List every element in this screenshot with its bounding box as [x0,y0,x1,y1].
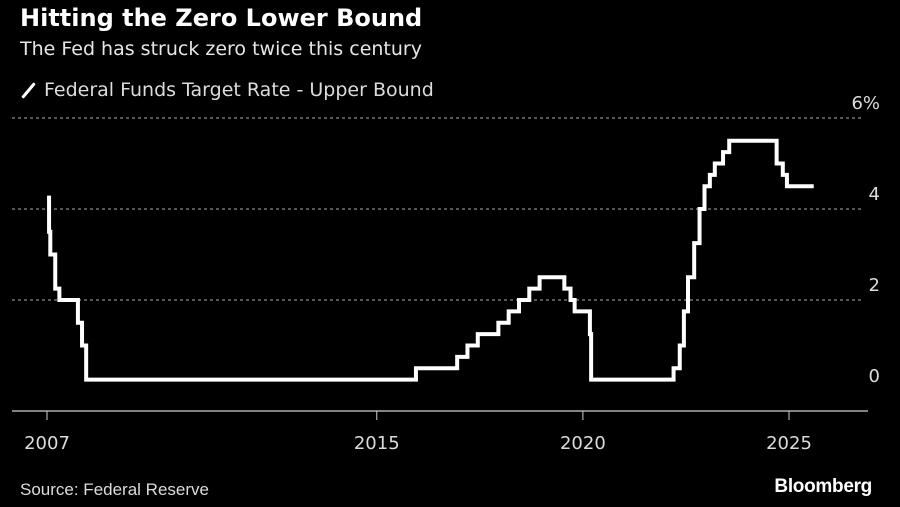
series-layer [47,138,814,382]
legend-label: Federal Funds Target Rate - Upper Bound [44,79,434,101]
chart-title: Hitting the Zero Lower Bound [20,4,423,32]
x-tick-label-2020: 2020 [560,433,606,454]
bloomberg-logo: Bloomberg [774,476,872,497]
y-tick-label-4: 4 [869,184,880,205]
y-tick-label-2: 2 [869,275,880,296]
gridlines [12,117,864,301]
y-axis-labels: 0 2 4 6% [851,93,880,387]
x-tick-label-2007: 2007 [24,433,70,454]
x-tick-label-2025: 2025 [766,433,812,454]
legend: Federal Funds Target Rate - Upper Bound [20,79,434,101]
series-line-fed-funds-upper [47,138,814,382]
x-tick-label-2015: 2015 [354,433,400,454]
y-tick-label-0: 0 [869,366,880,387]
y-tick-label-6: 6% [851,93,880,114]
source-note: Source: Federal Reserve [20,480,209,499]
x-axis [12,410,868,420]
chart-subtitle: The Fed has struck zero twice this centu… [20,38,422,60]
x-axis-labels: 2007 2015 2020 2025 [24,433,812,454]
